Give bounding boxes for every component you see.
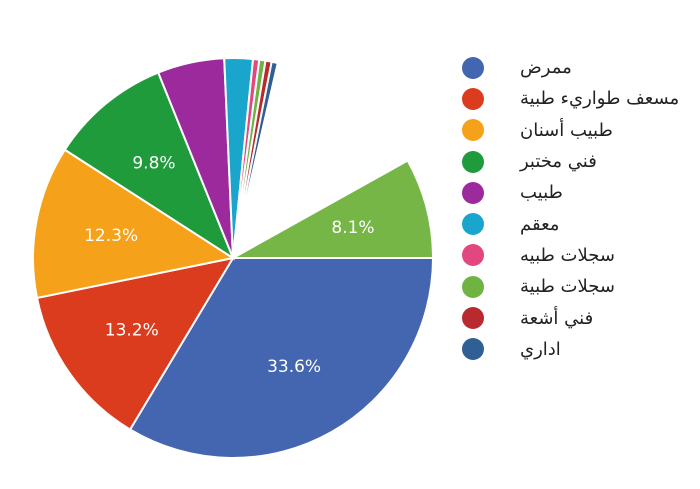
legend-swatch [462, 307, 484, 330]
pie-slice-3 [63, 71, 236, 261]
legend-item-4: طبيب [462, 177, 692, 208]
legend-label: سجلات طبيه [520, 244, 615, 266]
legend-swatch [462, 87, 484, 110]
legend-item-2: طبيب أسنان [462, 115, 692, 146]
slice-value-label-0: 33.6% [267, 357, 321, 377]
pie-slice-2 [32, 148, 236, 300]
pie-slice-0 [128, 257, 435, 459]
legend-swatch [462, 181, 484, 204]
slice-value-label-1: 13.2% [105, 321, 159, 341]
legend-item-1: مسعف طواريء طبية [462, 83, 692, 114]
legend-item-7: سجلات طبية [462, 271, 692, 302]
legend-swatch [462, 213, 484, 236]
pie-slice-10 [231, 61, 410, 260]
legend-label: اداري [520, 338, 561, 360]
legend-swatch [462, 338, 484, 361]
legend-label: معقم [520, 213, 560, 235]
legend-label: فني أشعة [520, 307, 594, 329]
legend-label: طبيب [520, 182, 563, 204]
legend-label: سجلات طبية [520, 276, 615, 298]
pie-slice-1 [35, 256, 236, 431]
pie-slice-11 [229, 159, 435, 259]
chart-legend: ممرض مسعف طواريء طبية طبيب أسنان فني مختبر ط… [462, 52, 692, 365]
slice-value-label-2: 12.3% [84, 226, 138, 246]
legend-swatch [462, 244, 484, 267]
legend-item-6: سجلات طبيه [462, 240, 692, 271]
legend-label: مسعف طواريء طبية [520, 88, 680, 110]
legend-item-0: ممرض [462, 52, 692, 83]
legend-swatch [462, 275, 484, 298]
legend-label: ممرض [520, 57, 572, 79]
legend-item-9: اداري [462, 334, 692, 365]
legend-item-8: فني أشعة [462, 302, 692, 333]
legend-label: طبيب أسنان [520, 119, 613, 141]
legend-swatch [462, 150, 484, 173]
legend-item-5: معقم [462, 208, 692, 239]
legend-item-3: فني مختبر [462, 146, 692, 177]
slice-value-label-3: 9.8% [132, 153, 175, 173]
slice-value-label-11: 8.1% [331, 218, 374, 238]
legend-swatch [462, 56, 484, 79]
legend-label: فني مختبر [520, 151, 597, 173]
legend-swatch [462, 119, 484, 142]
